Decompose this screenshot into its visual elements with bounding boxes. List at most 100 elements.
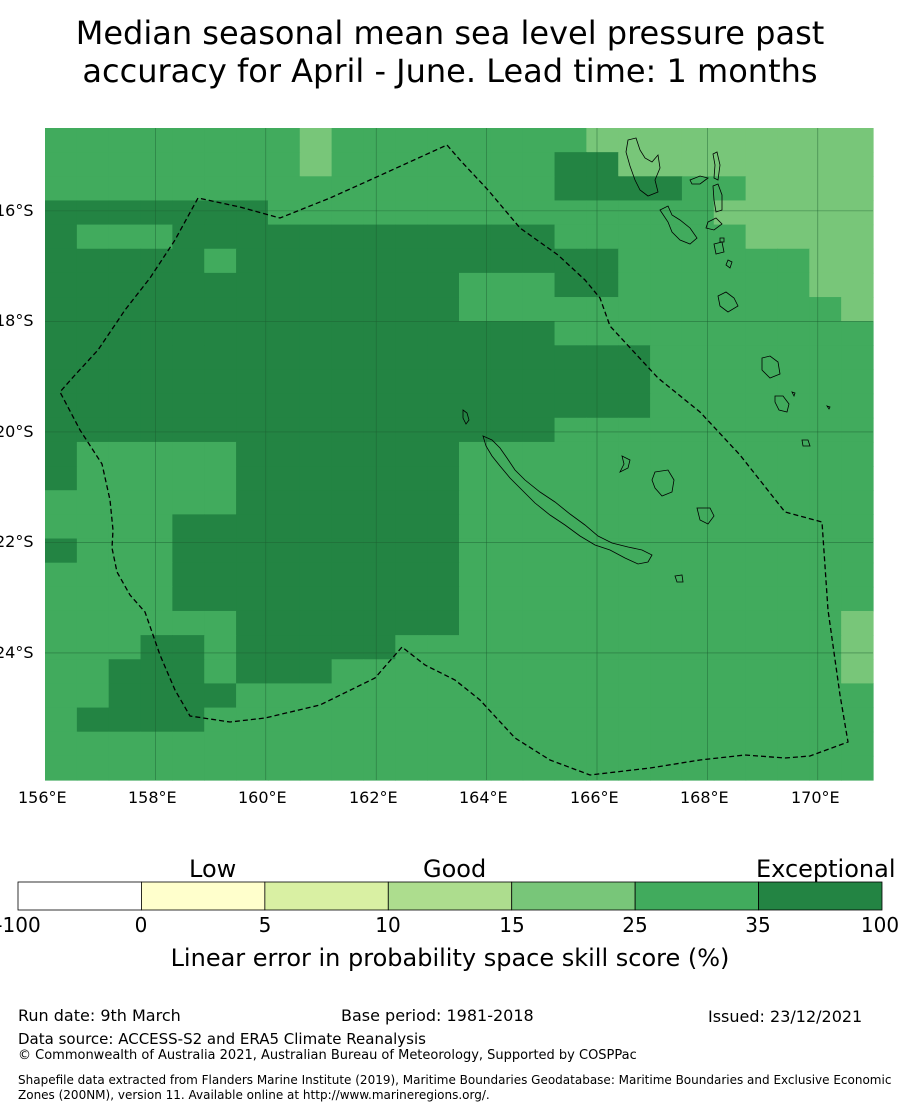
skill-cell	[204, 490, 237, 515]
skill-cell	[841, 152, 874, 177]
skill-cell	[172, 345, 205, 371]
skill-cell	[331, 369, 365, 395]
skill-cell	[777, 272, 810, 298]
skill-cell	[522, 200, 556, 226]
colorbar-segment	[634, 881, 759, 911]
skill-cell	[363, 248, 396, 274]
shapefile-credit-line-1: Shapefile data extracted from Flanders M…	[18, 1073, 892, 1087]
skill-cell	[777, 610, 810, 636]
skill-cell	[140, 683, 173, 709]
skill-cell	[841, 393, 874, 419]
skill-cell	[299, 321, 333, 346]
skill-cell	[490, 369, 524, 395]
base-period: Base period: 1981-2018	[341, 1006, 534, 1025]
skill-cell	[299, 514, 333, 540]
skill-cell	[204, 514, 237, 540]
skill-cell	[236, 297, 269, 322]
skill-cell	[618, 128, 651, 153]
skill-cell	[586, 176, 619, 202]
skill-cell	[45, 297, 78, 322]
skill-cell	[522, 321, 556, 346]
skill-cell	[331, 731, 365, 757]
skill-cell	[204, 345, 237, 371]
skill-cell	[618, 369, 651, 395]
skill-cell	[459, 345, 492, 371]
vanuatu-erromango	[761, 355, 781, 379]
skill-cell	[713, 514, 747, 540]
skill-cell	[459, 610, 492, 636]
skill-cell	[363, 393, 396, 419]
skill-cell	[363, 562, 396, 588]
skill-cell	[490, 441, 524, 467]
skill-cell	[172, 152, 205, 177]
lat-label-24s: 24°S	[0, 643, 34, 662]
skill-cell	[522, 635, 556, 660]
skill-cell	[427, 586, 460, 612]
skill-cell	[267, 683, 301, 709]
skill-cell	[618, 417, 651, 443]
skill-cell	[490, 272, 524, 298]
skill-cell	[809, 755, 842, 781]
skill-cell	[650, 586, 683, 612]
vanuatu-malekula	[659, 205, 698, 245]
skill-cell	[490, 152, 524, 177]
skill-cell	[108, 297, 142, 322]
skill-cell	[427, 176, 460, 202]
skill-cell	[45, 610, 78, 636]
skill-cell	[267, 272, 301, 298]
skill-cell	[586, 731, 619, 757]
skill-cell	[745, 731, 779, 757]
skill-cell	[299, 417, 333, 443]
skill-cell	[809, 200, 842, 226]
skill-cell	[172, 176, 205, 202]
skill-cell	[236, 466, 269, 491]
skill-cell	[554, 755, 587, 781]
lon-label-158e: 158°E	[128, 788, 177, 807]
skill-cell	[76, 490, 110, 515]
skill-cell	[172, 321, 205, 346]
skill-cell	[363, 441, 396, 467]
skill-cell	[427, 707, 460, 733]
skill-cell	[236, 514, 269, 540]
skill-cell	[363, 297, 396, 322]
loyalty-island-mare	[696, 507, 715, 525]
skill-cell	[236, 441, 269, 467]
skill-cell	[427, 297, 460, 322]
skill-cell	[809, 297, 842, 322]
skill-cell	[777, 152, 810, 177]
skill-cell	[363, 345, 396, 371]
skill-cell	[554, 610, 587, 636]
skill-cell	[745, 321, 779, 346]
skill-cell	[586, 683, 619, 709]
skill-cell	[363, 152, 396, 177]
skill-cell	[681, 369, 715, 395]
skill-cell	[586, 466, 619, 491]
skill-cell	[490, 345, 524, 371]
skill-cell	[650, 441, 683, 467]
skill-cell	[427, 393, 460, 419]
skill-cell	[618, 321, 651, 346]
skill-cell	[363, 176, 396, 202]
skill-cell	[299, 490, 333, 515]
skill-cell	[681, 200, 715, 226]
small-islet-3	[826, 405, 831, 410]
skill-cell	[108, 200, 142, 226]
vanuatu-ambae	[689, 175, 709, 185]
skill-cell	[618, 659, 651, 685]
skill-cell	[681, 152, 715, 177]
small-islet-4	[719, 237, 725, 243]
skill-cell	[809, 586, 842, 612]
skill-cell	[586, 490, 619, 515]
skill-cell	[650, 200, 683, 226]
skill-cell	[204, 176, 237, 202]
skill-cell	[140, 490, 173, 515]
skill-cell	[331, 176, 365, 202]
skill-cell	[459, 200, 492, 226]
skill-cell	[140, 297, 173, 322]
skill-cell	[140, 128, 173, 153]
skill-cell	[299, 224, 333, 250]
skill-cell	[140, 562, 173, 588]
lon-label-156e: 156°E	[18, 788, 67, 807]
skill-cell	[681, 321, 715, 346]
skill-cell	[76, 731, 110, 757]
